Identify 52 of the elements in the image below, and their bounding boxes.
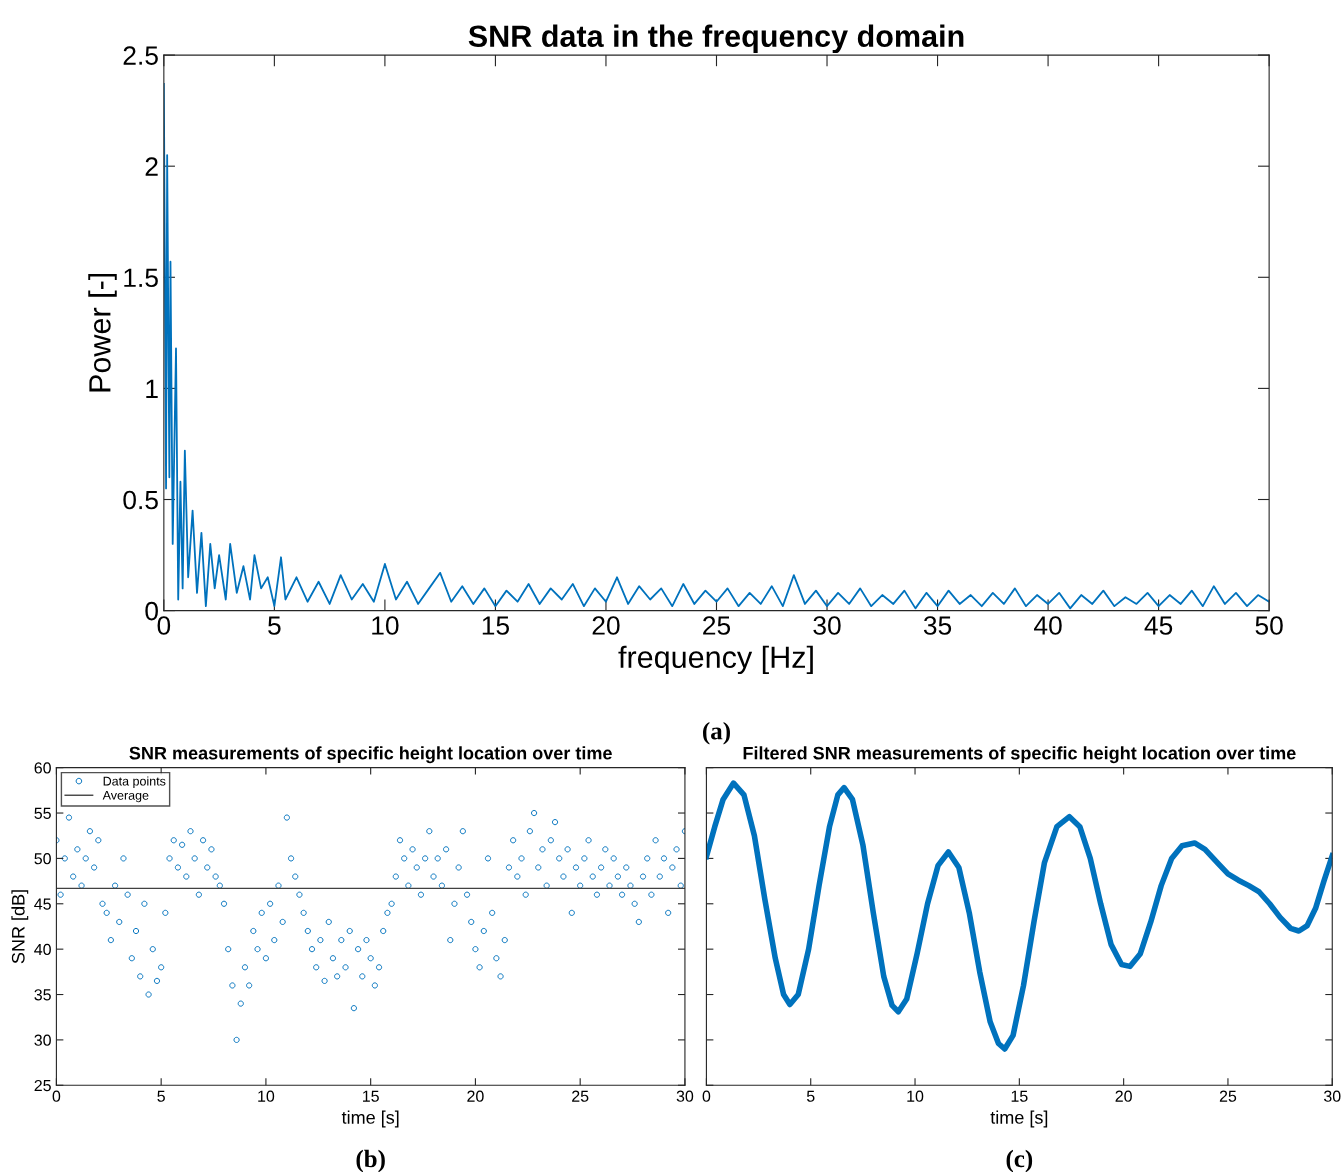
x-tick-label: 10 xyxy=(372,616,399,635)
x-tick-label: 0 xyxy=(52,1090,61,1102)
x-tick-label: 25 xyxy=(703,616,731,635)
text: (c) xyxy=(1006,1149,1033,1172)
x-tick-label: 15 xyxy=(363,1090,379,1102)
x-tick-label: 20 xyxy=(467,1090,484,1102)
legend-label: Average xyxy=(102,791,149,803)
x-tick-label: 40 xyxy=(1034,616,1062,635)
y-tick-label: 60 xyxy=(34,762,51,774)
x-axis-title: time [s] xyxy=(990,1110,1048,1128)
x-tick-label: 20 xyxy=(592,616,620,635)
x-tick-label: 20 xyxy=(1115,1090,1132,1102)
y-tick-label: 25 xyxy=(34,1079,51,1092)
y-tick-label: 35 xyxy=(34,989,51,1001)
y-tick-label: 0.5 xyxy=(123,490,158,510)
y-tick-label: 45 xyxy=(34,898,51,910)
y-tick-label: 50 xyxy=(34,853,51,865)
x-tick-label: 25 xyxy=(1219,1090,1237,1102)
y-tick-label: 40 xyxy=(34,943,51,956)
x-tick-label: 5 xyxy=(268,616,281,635)
x-tick-label: 45 xyxy=(1144,616,1173,635)
x-tick-label: 35 xyxy=(923,616,952,635)
text: (a) xyxy=(703,721,730,745)
x-axis-title: frequency [Hz] xyxy=(618,645,813,675)
x-tick-label: 15 xyxy=(482,616,509,635)
x-tick-label: 15 xyxy=(1011,1090,1028,1102)
text: (b) xyxy=(356,1149,385,1172)
y-tick-label: 1.5 xyxy=(124,268,158,288)
legend-label: Data points xyxy=(103,776,166,789)
chart-title: SNR data in the frequency domain xyxy=(468,24,964,54)
x-tick-label: 10 xyxy=(907,1090,924,1102)
y-tick-label: 30 xyxy=(34,1034,51,1046)
x-tick-label: 0 xyxy=(702,1090,711,1102)
x-tick-label: 5 xyxy=(806,1090,815,1102)
x-tick-label: 30 xyxy=(676,1090,694,1102)
chart-title: SNR measurements of specific height location over time xyxy=(129,746,612,764)
y-tick-label: 0 xyxy=(145,601,158,621)
x-tick-label: 30 xyxy=(813,616,841,635)
chart-title: Filtered SNR measurements of specific height location over time xyxy=(743,746,1296,764)
y-axis-title: Power [-] xyxy=(88,273,117,392)
x-tick-label: 0 xyxy=(157,616,171,635)
y-tick-label: 55 xyxy=(34,807,51,819)
x-tick-label: 30 xyxy=(1323,1090,1341,1102)
y-tick-label: 2 xyxy=(145,157,158,176)
x-tick-label: 5 xyxy=(157,1090,165,1102)
y-tick-label: 1 xyxy=(146,379,158,398)
x-axis-title: time [s] xyxy=(341,1110,399,1128)
x-tick-label: 50 xyxy=(1255,616,1283,635)
y-axis-title: SNR [dB] xyxy=(11,890,29,964)
y-tick-label: 2.5 xyxy=(123,46,158,65)
x-tick-label: 25 xyxy=(572,1090,589,1102)
x-tick-label: 10 xyxy=(258,1090,275,1102)
